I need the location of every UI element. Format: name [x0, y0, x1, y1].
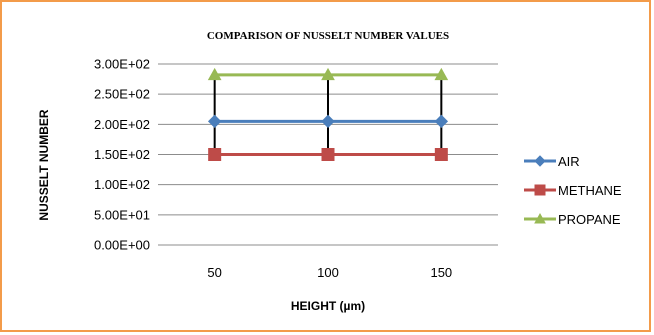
chart-title: COMPARISON OF NUSSELT NUMBER VALUES: [207, 30, 449, 42]
y-tick-label: 0.00E+00: [94, 238, 150, 253]
y-tick-label: 2.00E+02: [94, 117, 150, 132]
x-tick-label: 100: [317, 265, 339, 280]
data-point-air-150: [434, 114, 449, 129]
legend-label-air: AIR: [558, 154, 580, 169]
legend-marker-methane: [534, 184, 546, 196]
data-point-air-100: [321, 114, 335, 129]
data-point-methane-100: [321, 148, 335, 161]
x-axis-title: HEIGHT (µm): [291, 299, 365, 313]
legend: AIR METHANE PROPANE: [524, 154, 622, 227]
legend-label-propane: PROPANE: [558, 212, 621, 227]
y-tick-label: 1.50E+02: [94, 147, 150, 162]
series-markers: [207, 67, 449, 161]
data-point-methane-50: [208, 148, 222, 161]
legend-label-methane: METHANE: [558, 183, 622, 198]
legend-marker-propane: [534, 212, 546, 224]
y-tick-label: 3.00E+02: [94, 57, 150, 72]
x-tick-labels: 50 100 150: [207, 265, 452, 280]
y-tick-labels: 0.00E+00 5.00E+01 1.00E+02 1.50E+02 2.00E+02…: [94, 57, 150, 253]
data-point-propane-150: [434, 67, 449, 81]
y-tick-label: 1.00E+02: [94, 177, 150, 192]
legend-marker-air: [534, 155, 546, 167]
data-point-propane-100: [321, 67, 335, 81]
y-tick-label: 5.00E+01: [94, 207, 150, 222]
x-tick-label: 50: [207, 265, 221, 280]
y-tick-label: 2.50E+02: [94, 87, 150, 102]
x-tick-label: 150: [430, 265, 452, 280]
data-point-propane-50: [207, 67, 222, 81]
y-axis-title: NUSSELT NUMBER: [37, 109, 51, 220]
data-point-air-50: [207, 114, 222, 129]
data-point-methane-150: [434, 148, 448, 161]
